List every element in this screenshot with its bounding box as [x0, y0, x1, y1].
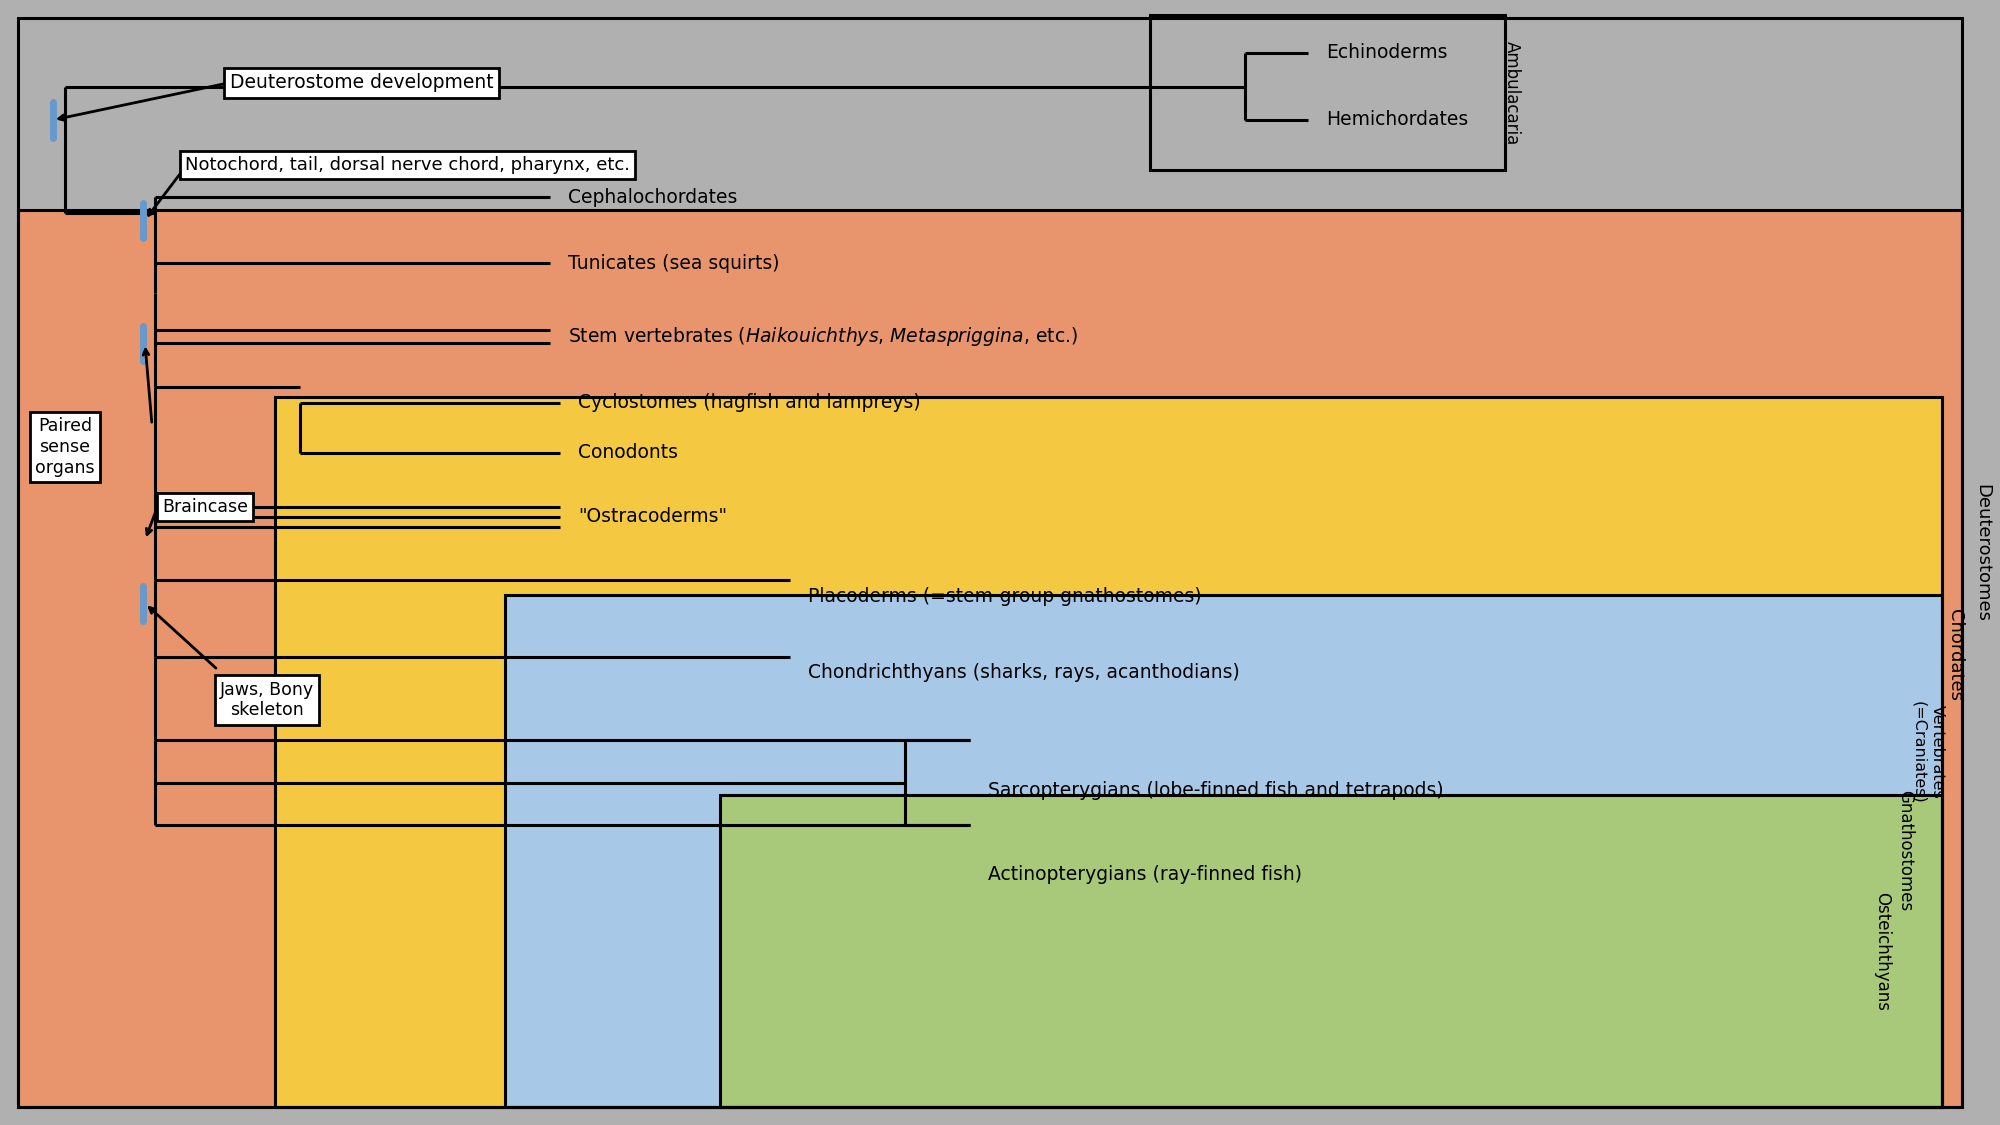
Bar: [276, 397, 1942, 1107]
Bar: [504, 595, 1942, 1107]
Text: Placoderms (=stem-group gnathostomes): Placoderms (=stem-group gnathostomes): [808, 587, 1202, 606]
Bar: [720, 795, 1942, 1107]
Text: Jaws, Bony
skeleton: Jaws, Bony skeleton: [220, 681, 314, 719]
Text: Hemichordates: Hemichordates: [1326, 110, 1468, 129]
Text: Ambulacaria: Ambulacaria: [1504, 40, 1522, 145]
Text: Paired
sense
organs: Paired sense organs: [36, 417, 94, 477]
Text: Chondrichthyans (sharks, rays, acanthodians): Chondrichthyans (sharks, rays, acanthodi…: [808, 664, 1240, 683]
Text: Stem vertebrates ($\mathit{Haikouichthys}$, $\mathit{Metaspriggina}$, etc.): Stem vertebrates ($\mathit{Haikouichthys…: [568, 325, 1078, 349]
Text: Tunicates (sea squirts): Tunicates (sea squirts): [568, 253, 780, 272]
Bar: [18, 210, 1962, 1107]
Bar: [18, 210, 1962, 1107]
Bar: [1150, 15, 1506, 170]
Bar: [720, 795, 1942, 1107]
Bar: [276, 397, 1942, 1107]
Bar: [504, 595, 1942, 1107]
Text: Cyclostomes (hagfish and lampreys): Cyclostomes (hagfish and lampreys): [578, 394, 920, 413]
Text: Sarcopterygians (lobe-finned fish and tetrapods): Sarcopterygians (lobe-finned fish and te…: [988, 781, 1444, 800]
Text: "Ostracoderms": "Ostracoderms": [578, 507, 726, 526]
Text: Cephalochordates: Cephalochordates: [568, 188, 738, 207]
Text: Actinopterygians (ray-finned fish): Actinopterygians (ray-finned fish): [988, 865, 1302, 884]
Text: Conodonts: Conodonts: [578, 443, 678, 462]
Text: Gnathostomes: Gnathostomes: [1896, 791, 1914, 911]
Text: Osteichthyans: Osteichthyans: [1872, 891, 1892, 1010]
Text: Chordates: Chordates: [1946, 609, 1964, 701]
Text: Deuterostome development: Deuterostome development: [230, 73, 494, 92]
Text: Notochord, tail, dorsal nerve chord, pharynx, etc.: Notochord, tail, dorsal nerve chord, pha…: [184, 156, 630, 174]
Text: Braincase: Braincase: [162, 498, 248, 516]
Bar: [1150, 15, 1506, 170]
Text: Deuterostomes: Deuterostomes: [1972, 484, 1992, 622]
Text: Vertebrates
(=Craniates): Vertebrates (=Craniates): [1912, 701, 1944, 803]
Text: Echinoderms: Echinoderms: [1326, 44, 1448, 63]
